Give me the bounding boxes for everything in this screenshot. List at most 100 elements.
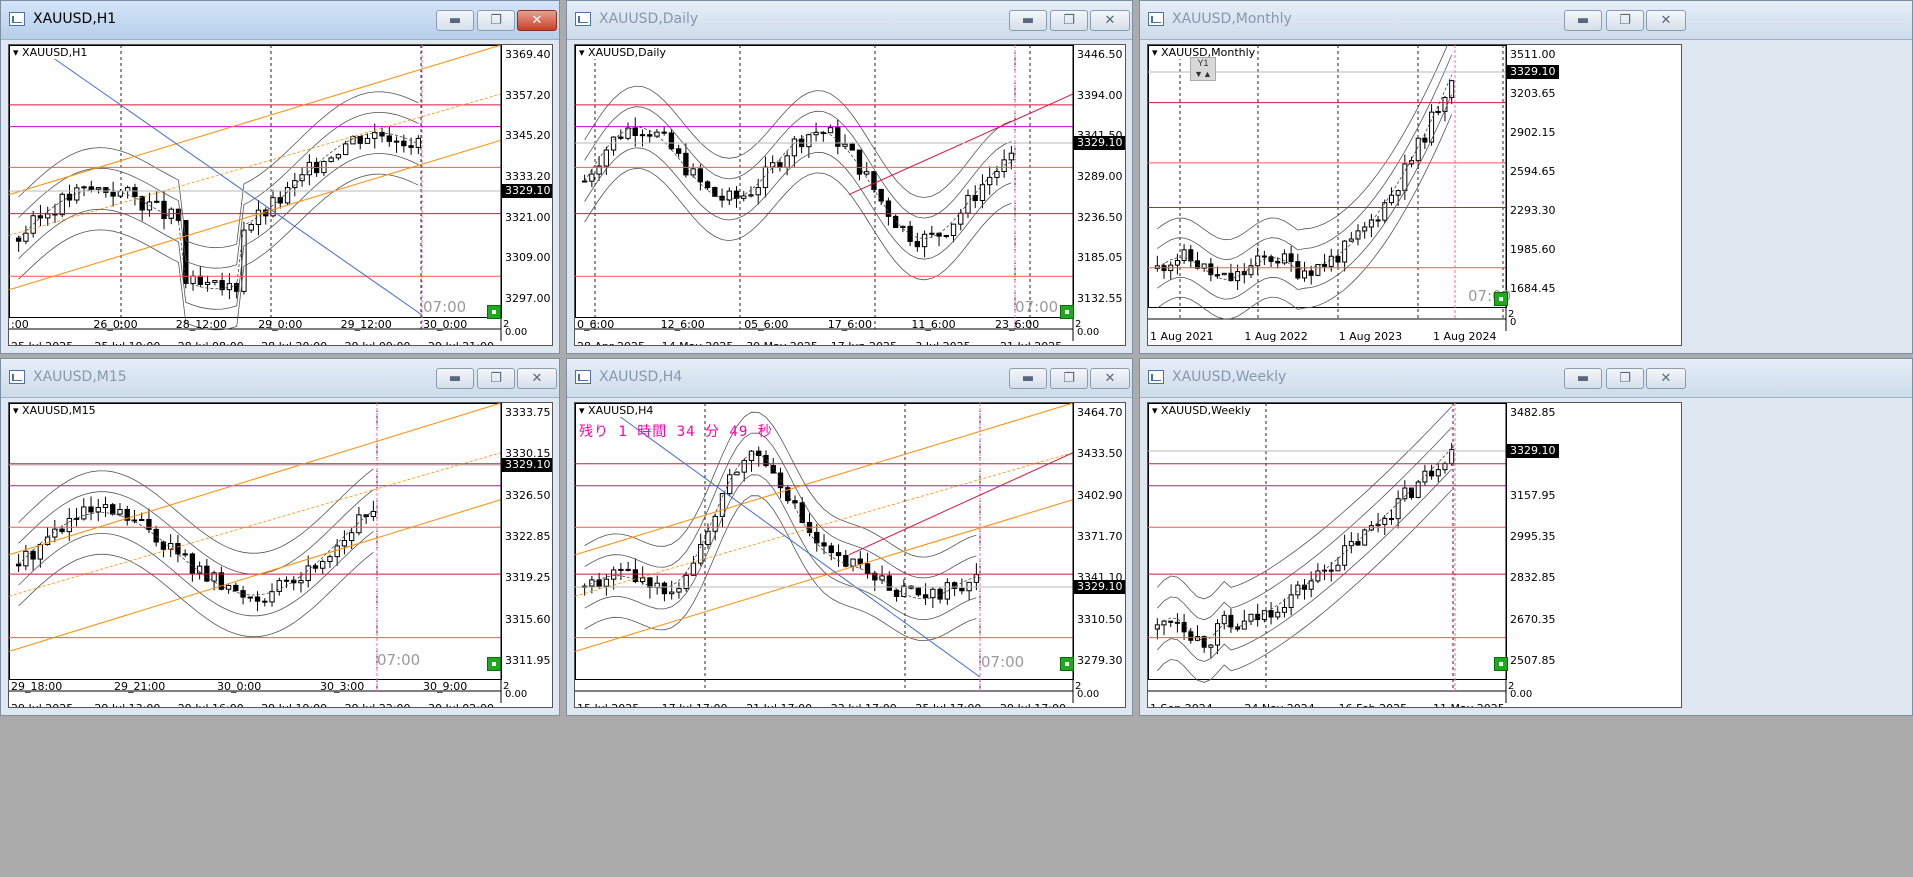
close-button[interactable]: ✕	[517, 368, 557, 389]
indicator-scale-label: 0.00	[505, 327, 528, 338]
chart-window-h1[interactable]: XAUUSD,H1 ▬ ❐ ✕ ▾ XAUUSD,H1 07:00 3369.4…	[0, 0, 560, 354]
subwindow-time-label: 0_6:00	[577, 318, 615, 331]
candle-body	[30, 215, 36, 234]
chart-window-weekly[interactable]: XAUUSD,Weekly ▬ ❐ ✕ ▾ XAUUSD,Weekly 3482…	[1139, 358, 1913, 716]
close-button[interactable]: ✕	[1646, 368, 1686, 389]
price-chart-weekly[interactable]	[1148, 403, 1678, 708]
bollinger-lower-1	[18, 153, 419, 310]
one-click-trading-icon[interactable]	[1060, 305, 1074, 319]
one-click-trading-icon[interactable]	[1494, 657, 1508, 671]
title-bar-weekly[interactable]: XAUUSD,Weekly ▬ ❐ ✕	[1140, 359, 1912, 398]
price-chart-monthly[interactable]	[1148, 45, 1678, 346]
restore-button[interactable]: ❐	[1606, 10, 1644, 31]
price-axis-label: 3279.30	[1077, 654, 1123, 667]
bollinger-lower-1	[584, 474, 977, 621]
title-bar-h1[interactable]: XAUUSD,H1 ▬ ❐ ✕	[1, 1, 559, 40]
chart-area-monthly[interactable]: ▾ XAUUSD,Monthly Y1 ▼▲ 07:00 3511.00 3203…	[1147, 44, 1682, 346]
candle-body	[987, 176, 993, 186]
candle-body	[146, 519, 152, 530]
current-price-badge: 3329.10	[502, 458, 552, 472]
candle-body	[690, 562, 697, 576]
chart-window-h4[interactable]: XAUUSD,H4 ▬ ❐ ✕ ▾ XAUUSD,H4 残り 1 時間 34 分…	[566, 358, 1133, 716]
session-time-label: 07:00	[377, 651, 421, 669]
price-axis-label: 3357.20	[505, 88, 551, 102]
restore-button[interactable]: ❐	[1050, 10, 1088, 31]
chart-area-m15[interactable]: ▾ XAUUSD,M15 07:00 3333.75 3330.15 3326.50…	[8, 402, 553, 708]
restore-button[interactable]: ❐	[477, 368, 515, 389]
title-bar-daily[interactable]: XAUUSD,Daily ▬ ❐ ✕	[567, 1, 1132, 40]
indicator-scale-label: 2	[1508, 681, 1515, 692]
trend-channel-line	[9, 403, 502, 556]
chart-area-h4[interactable]: ▾ XAUUSD,H4 残り 1 時間 34 分 49 秒 07:00 3464…	[574, 402, 1126, 708]
candle-body	[1328, 255, 1334, 267]
minimize-button[interactable]: ▬	[436, 10, 474, 31]
minimize-button[interactable]: ▬	[1009, 368, 1047, 389]
time-axis-label: 29 Jul 17:00	[1000, 703, 1066, 708]
bollinger-lower-2	[584, 495, 977, 641]
candle-body	[618, 568, 624, 571]
candle-body	[748, 450, 755, 461]
candle-body	[697, 168, 704, 183]
one-click-trading-icon[interactable]	[487, 657, 501, 671]
candle-body	[1208, 644, 1214, 648]
close-button[interactable]: ✕	[517, 10, 557, 31]
chart-window-daily[interactable]: XAUUSD,Daily ▬ ❐ ✕ ▾ XAUUSD,Daily 07:00 …	[566, 0, 1133, 354]
candle-body	[922, 594, 929, 599]
minimize-button[interactable]: ▬	[1564, 10, 1602, 31]
title-bar-m15[interactable]: XAUUSD,M15 ▬ ❐ ✕	[1, 359, 559, 398]
candle-body	[117, 509, 123, 515]
price-axis-label: 3511.00	[1510, 48, 1556, 61]
candle-body	[88, 186, 94, 190]
price-axis-label: 2902.15	[1510, 126, 1556, 139]
candle-body	[1429, 470, 1435, 477]
symbol-label: ▾ XAUUSD,H4	[579, 404, 654, 417]
price-axis-label: 3433.50	[1077, 447, 1123, 461]
candle-body	[639, 134, 646, 137]
candle-body	[1208, 263, 1214, 276]
restore-button[interactable]: ❐	[1606, 368, 1644, 389]
indicator-scale-label: 0	[1510, 317, 1517, 328]
window-title: XAUUSD,Daily	[599, 11, 699, 27]
price-chart-h4[interactable]	[575, 403, 1126, 708]
candle-body	[1395, 190, 1401, 196]
candle-body	[1188, 249, 1194, 262]
price-axis-label: 3402.90	[1077, 488, 1123, 502]
chart-window-m15[interactable]: XAUUSD,M15 ▬ ❐ ✕ ▾ XAUUSD,M15 07:00 3333…	[0, 358, 560, 716]
candle-body	[1435, 469, 1441, 477]
close-button[interactable]: ✕	[1090, 10, 1130, 31]
close-button[interactable]: ✕	[1646, 10, 1686, 31]
candle-body	[1235, 271, 1241, 282]
restore-button[interactable]: ❐	[1050, 368, 1088, 389]
chart-window-monthly[interactable]: XAUUSD,Monthly ▬ ❐ ✕ ▾ XAUUSD,Monthly Y1…	[1139, 0, 1913, 354]
close-button[interactable]: ✕	[1090, 368, 1130, 389]
period-separator-widget[interactable]: Y1 ▼▲	[1190, 57, 1216, 81]
price-chart-daily[interactable]	[575, 45, 1126, 346]
candle-body	[59, 528, 65, 533]
minimize-button[interactable]: ▬	[436, 368, 474, 389]
session-time-label: 07:00	[1015, 298, 1059, 316]
minimize-button[interactable]: ▬	[1564, 368, 1602, 389]
candle-body	[1322, 263, 1328, 267]
one-click-trading-icon[interactable]	[1494, 292, 1508, 306]
minimize-button[interactable]: ▬	[1009, 10, 1047, 31]
price-chart-h1[interactable]	[9, 45, 553, 346]
candle-body	[1221, 614, 1227, 625]
restore-button[interactable]: ❐	[477, 10, 515, 31]
price-chart-m15[interactable]	[9, 403, 553, 708]
candle-body	[921, 233, 928, 248]
title-bar-monthly[interactable]: XAUUSD,Monthly ▬ ❐ ✕	[1140, 1, 1912, 40]
one-click-trading-icon[interactable]	[1060, 657, 1074, 671]
chart-area-h1[interactable]: ▾ XAUUSD,H1 07:00 3369.40 3357.20 3345.20 3…	[8, 44, 553, 346]
symbol-text: XAUUSD,Weekly	[1161, 404, 1251, 417]
candle-body	[589, 579, 595, 587]
window-title: XAUUSD,H4	[599, 369, 683, 385]
time-axis-label: 29 Jul 21:00	[428, 341, 494, 346]
candle-body	[683, 574, 689, 590]
period-arrows-icon[interactable]: ▼▲	[1194, 69, 1212, 79]
one-click-trading-icon[interactable]	[487, 305, 501, 319]
title-bar-h4[interactable]: XAUUSD,H4 ▬ ❐ ✕	[567, 359, 1132, 398]
candle-body	[901, 585, 907, 597]
chart-area-daily[interactable]: ▾ XAUUSD,Daily 07:00 3446.503394.003341.…	[574, 44, 1126, 346]
chart-area-weekly[interactable]: ▾ XAUUSD,Weekly 3482.853320.403157.95299…	[1147, 402, 1682, 708]
time-axis-label: 14 May 2025	[662, 341, 734, 346]
